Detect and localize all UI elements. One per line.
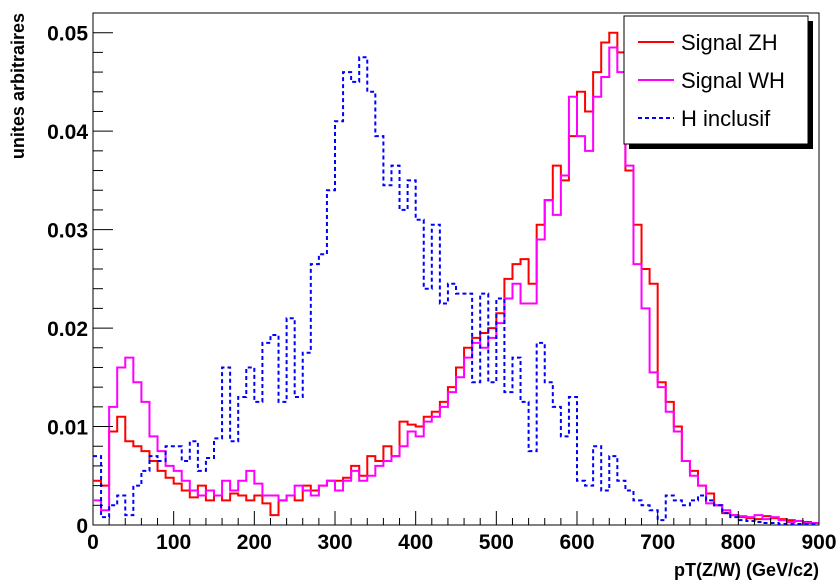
series-signal-wh: [93, 46, 819, 525]
x-axis-title: pT(Z/W) (GeV/c2): [674, 560, 819, 580]
legend-label-h-inclusif: H inclusif: [681, 106, 771, 131]
y-tick-label: 0.03: [47, 220, 88, 243]
x-tick-label: 800: [721, 531, 756, 554]
y-axis-title: unites arbitraires: [8, 13, 28, 159]
y-tick-label: 0.01: [47, 417, 88, 440]
legend-label-signal-wh: Signal WH: [681, 68, 785, 93]
x-tick-label: 400: [398, 531, 433, 554]
series-h-inclusif: [93, 56, 819, 526]
y-tick-label: 0.05: [47, 23, 88, 46]
x-tick-label: 300: [317, 531, 352, 554]
x-tick-label: 100: [156, 531, 191, 554]
legend: Signal ZH Signal WH H inclusif: [623, 15, 813, 149]
x-tick-label: 500: [479, 531, 514, 554]
y-tick-label: 0.02: [47, 318, 88, 341]
series-layer: [93, 31, 819, 526]
x-tick-label: 700: [640, 531, 675, 554]
x-tick-label: 0: [87, 531, 99, 554]
y-tick-label: 0: [76, 515, 88, 538]
axes-layer: 0 100 200 300 400 500 600 700 800 900 0 0.01 0.02 0.0…: [47, 23, 836, 554]
x-tick-label: 900: [801, 531, 836, 554]
legend-label-signal-zh: Signal ZH: [681, 30, 778, 55]
y-tick-label: 0.04: [47, 121, 88, 144]
x-tick-label: 200: [237, 531, 272, 554]
x-tick-label: 600: [559, 531, 594, 554]
